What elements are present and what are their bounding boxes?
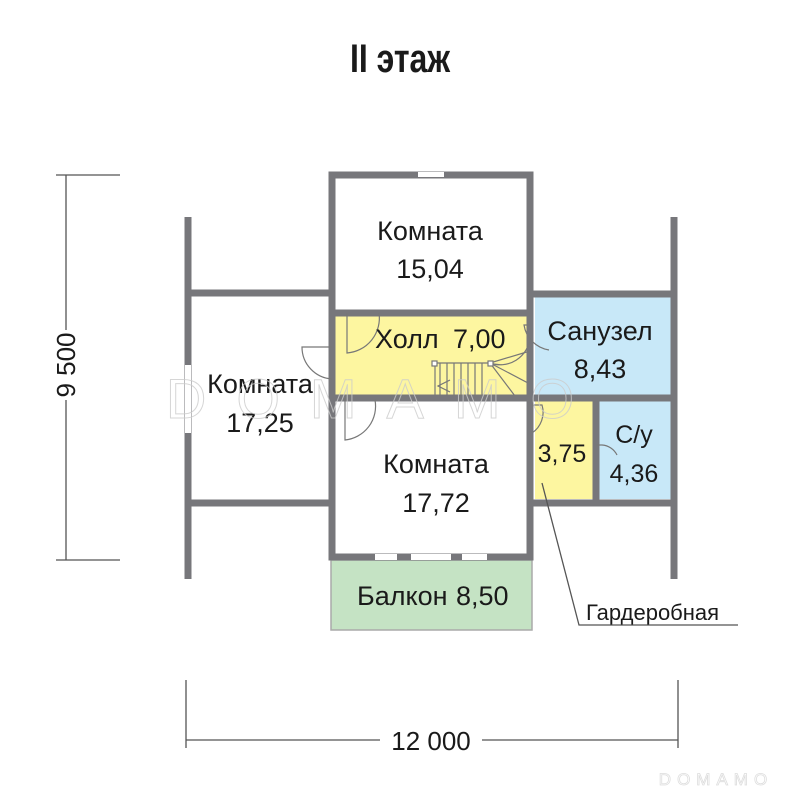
wardrobe-fill	[535, 401, 595, 499]
watermark-corner: DOMAMO	[659, 770, 773, 789]
room-label: Холл	[375, 324, 439, 354]
room-area: 4,36	[610, 460, 659, 488]
room-label: Комната	[207, 369, 314, 399]
room-label: С/у	[615, 421, 653, 449]
callout-label: Гардеробная	[586, 600, 719, 625]
doors	[301, 312, 618, 456]
watermark: DOMAMO	[166, 367, 604, 430]
hall-fill	[333, 316, 529, 396]
staircase	[431, 337, 531, 397]
width-label: 12 000	[391, 726, 471, 756]
balcony-fill	[330, 559, 533, 631]
room-label: Санузел	[547, 316, 652, 346]
height-label: 9 500	[51, 332, 81, 397]
room-area: 15,04	[396, 254, 464, 284]
bathroom-fill	[535, 297, 671, 398]
room-area: 8,43	[574, 354, 627, 384]
room-area: 17,72	[402, 488, 470, 518]
room-area: 3,75	[538, 440, 587, 468]
room-area: 8,50	[456, 581, 509, 611]
windows	[185, 172, 487, 560]
callout-leader	[541, 482, 738, 626]
height-dimension: 9 500	[51, 174, 120, 561]
room-area: 7,00	[453, 324, 506, 354]
width-dimension: 12 000	[185, 680, 679, 756]
room-label: Комната	[377, 216, 484, 246]
room-area: 17,25	[226, 408, 294, 438]
room-label: Балкон	[357, 581, 448, 611]
room-label: Комната	[383, 449, 490, 479]
wc-fill	[598, 401, 671, 499]
floor-title: II этаж	[350, 36, 450, 81]
